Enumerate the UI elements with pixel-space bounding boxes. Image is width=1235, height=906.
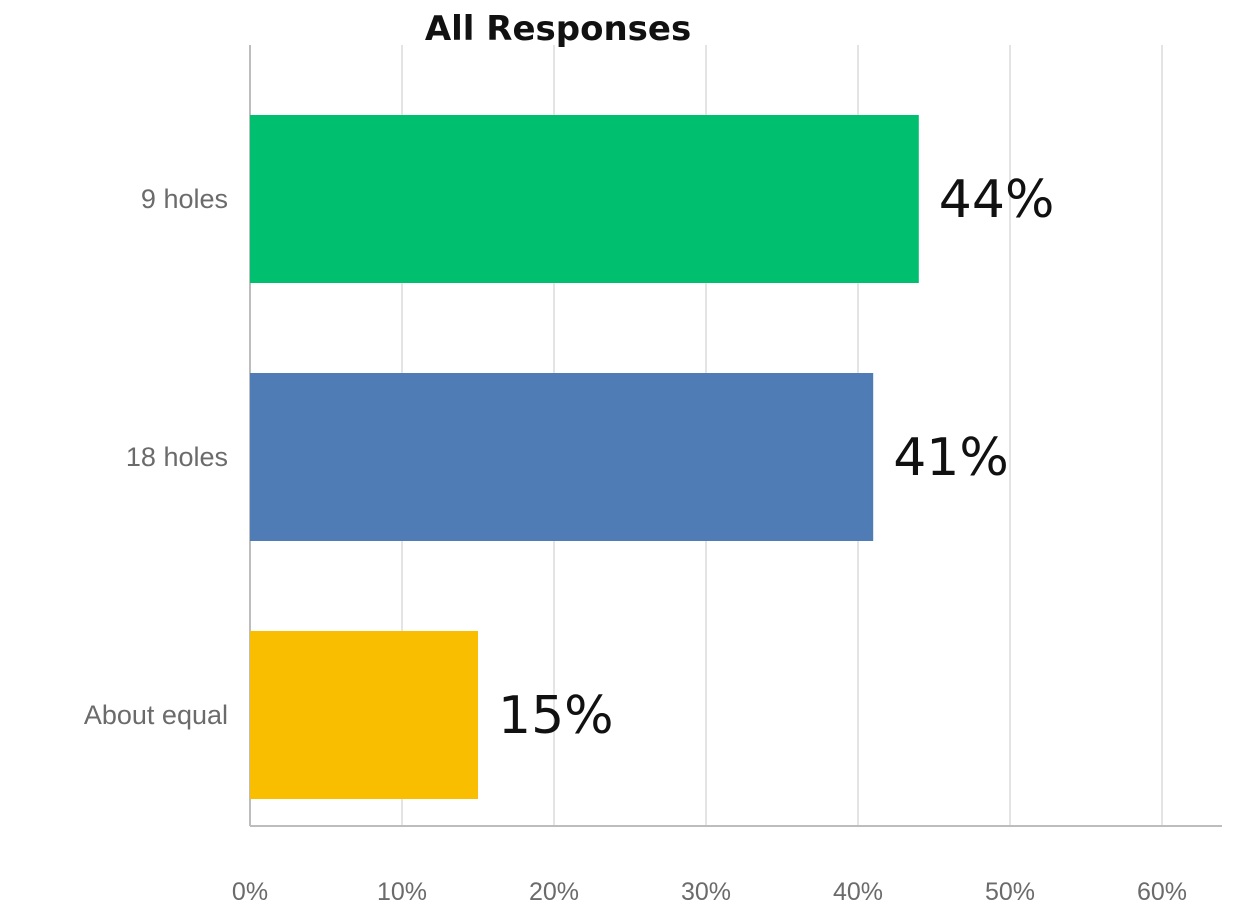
bars bbox=[250, 115, 919, 799]
data-label: 41% bbox=[893, 428, 1009, 488]
data-label: 15% bbox=[498, 686, 614, 746]
data-labels: 44% 41% 15% bbox=[498, 170, 1054, 746]
x-tick-labels: 0% 10% 20% 30% 40% 50% 60% bbox=[232, 878, 1187, 906]
x-tick-label: 40% bbox=[833, 878, 883, 906]
x-tick-label: 60% bbox=[1137, 878, 1187, 906]
category-label: 18 holes bbox=[126, 442, 228, 472]
x-tick-label: 20% bbox=[529, 878, 579, 906]
bar bbox=[250, 115, 919, 283]
bar bbox=[250, 373, 874, 541]
chart-title: All Responses bbox=[425, 9, 691, 49]
x-tick-label: 50% bbox=[985, 878, 1035, 906]
data-label: 44% bbox=[939, 170, 1055, 230]
bar bbox=[250, 631, 478, 799]
category-label: 9 holes bbox=[141, 184, 228, 214]
category-label: About equal bbox=[84, 700, 228, 730]
x-tick-label: 30% bbox=[681, 878, 731, 906]
category-labels: 9 holes 18 holes About equal bbox=[84, 184, 228, 730]
x-tick-label: 0% bbox=[232, 878, 268, 906]
x-tick-label: 10% bbox=[377, 878, 427, 906]
